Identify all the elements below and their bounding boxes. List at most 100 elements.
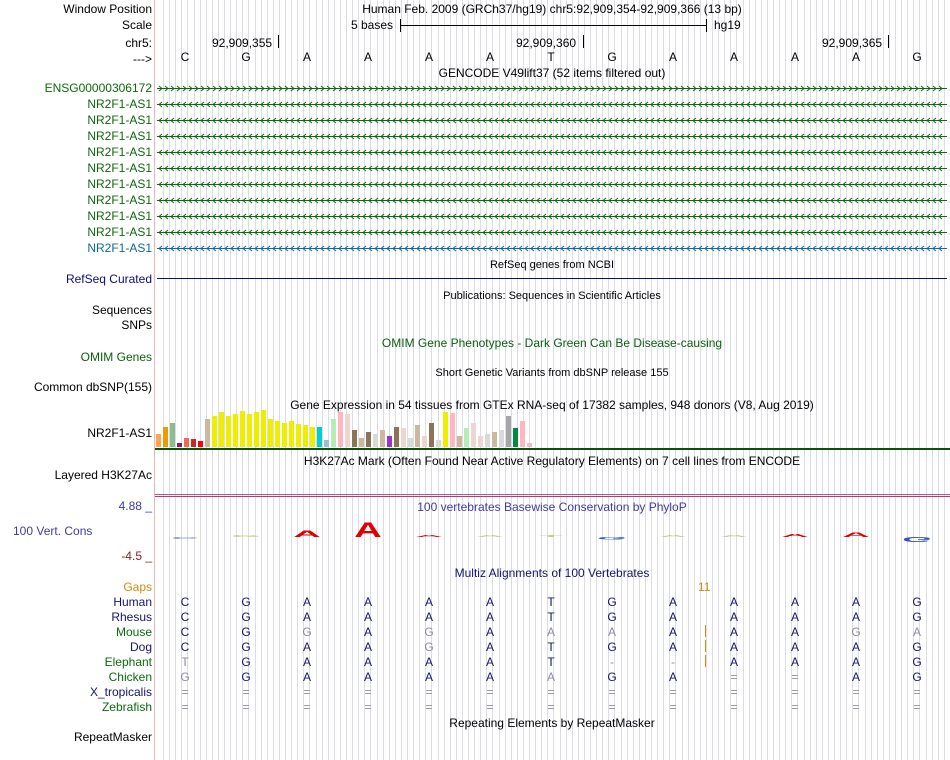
gtex-tissue-bar[interactable] (240, 411, 245, 447)
grid-line (419, 0, 421, 760)
gtex-tissue-bar[interactable] (373, 434, 378, 447)
gtex-tissue-bar[interactable] (338, 412, 343, 447)
multiz-base: A (363, 625, 372, 639)
multiz-base: A (302, 595, 311, 609)
gtex-tissue-bar[interactable] (401, 428, 406, 447)
window-position-text[interactable]: Human Feb. 2009 (GRCh37/hg19) chr5:92,90… (362, 2, 742, 16)
dbsnp-track-label[interactable]: Common dbSNP(155) (33, 380, 152, 394)
gencode-item-label[interactable]: NR2F1-AS1 (87, 193, 152, 207)
phylop-base-letter: A (720, 534, 747, 537)
gtex-tissue-bar[interactable] (310, 427, 315, 447)
gtex-tissue-bar[interactable] (352, 430, 357, 447)
multiz-base: = (791, 670, 799, 684)
gtex-tissue-bar[interactable] (492, 432, 497, 447)
gtex-tissue-bar[interactable] (359, 438, 364, 447)
gtex-tissue-bar[interactable] (317, 427, 322, 447)
gtex-tissue-bar[interactable] (478, 436, 483, 447)
gencode-transcript-line[interactable] (157, 148, 947, 157)
gtex-tissue-bar[interactable] (422, 436, 427, 447)
gtex-tissue-bar[interactable] (506, 416, 511, 447)
gencode-item-label[interactable]: NR2F1-AS1 (87, 225, 152, 239)
gtex-tissue-bar[interactable] (436, 440, 441, 447)
gencode-item-label[interactable]: NR2F1-AS1 (87, 113, 152, 127)
gtex-tissue-bar[interactable] (345, 414, 350, 447)
gtex-tissue-bar[interactable] (205, 419, 210, 447)
gencode-item-label[interactable]: NR2F1-AS1 (87, 209, 152, 223)
gtex-tissue-bar[interactable] (289, 421, 294, 447)
gtex-tissue-bar[interactable] (520, 421, 525, 447)
gtex-tissue-bar[interactable] (429, 423, 434, 447)
publications-label-sequences[interactable]: Sequences (91, 303, 152, 317)
gtex-tissue-bar[interactable] (191, 439, 196, 447)
gtex-tissue-bar[interactable] (261, 410, 266, 447)
phylop-track-label[interactable]: 100 Vert. Cons (13, 524, 93, 538)
gencode-item-label[interactable]: NR2F1-AS1 (87, 161, 152, 175)
gtex-tissue-bar[interactable] (471, 423, 476, 447)
refseq-track-label[interactable]: RefSeq Curated (65, 272, 152, 286)
multiz-base: G (241, 595, 251, 609)
gtex-tissue-bar[interactable] (282, 423, 287, 447)
gencode-transcript-line[interactable] (157, 196, 947, 205)
gtex-tissue-bar[interactable] (415, 425, 420, 447)
gtex-tissue-bar[interactable] (450, 413, 455, 447)
grid-line (596, 0, 598, 760)
gtex-tissue-bar[interactable] (275, 421, 280, 447)
gencode-item-label[interactable]: ENSG00000306172 (44, 81, 152, 95)
gtex-track-label[interactable]: NR2F1-AS1 (87, 426, 152, 440)
gencode-item-label[interactable]: NR2F1-AS1 (87, 129, 152, 143)
gtex-tissue-bar[interactable] (198, 441, 203, 447)
gtex-tissue-bar[interactable] (226, 416, 231, 447)
gtex-tissue-bar[interactable] (303, 425, 308, 447)
multiz-base: = (181, 685, 189, 699)
gencode-item-label[interactable]: NR2F1-AS1 (87, 177, 152, 191)
gtex-tissue-bar[interactable] (247, 414, 252, 447)
gtex-tissue-bar[interactable] (380, 430, 385, 447)
gtex-tissue-bar[interactable] (387, 436, 392, 447)
multiz-base: A (363, 610, 372, 624)
h3k27ac-track-label[interactable]: Layered H3K27Ac (54, 468, 152, 482)
gtex-tissue-bar[interactable] (163, 427, 168, 447)
gtex-tissue-bar[interactable] (499, 430, 504, 447)
gtex-tissue-bar[interactable] (443, 412, 448, 447)
gencode-transcript-line[interactable] (157, 212, 947, 221)
gtex-tissue-bar[interactable] (527, 443, 532, 447)
gencode-transcript-line[interactable] (157, 116, 947, 125)
repeatmasker-track-label[interactable]: RepeatMasker (73, 730, 152, 744)
gtex-tissue-bar[interactable] (268, 419, 273, 447)
gtex-tissue-bar[interactable] (219, 412, 224, 447)
gencode-item-label[interactable]: NR2F1-AS1 (87, 241, 152, 255)
gtex-tissue-bar[interactable] (170, 423, 175, 447)
gtex-tissue-bar[interactable] (331, 419, 336, 447)
multiz-gaps-label: Gaps (123, 580, 152, 594)
publications-label-snps[interactable]: SNPs (121, 318, 152, 332)
gencode-transcript-line[interactable] (157, 132, 947, 141)
gtex-tissue-bar[interactable] (212, 416, 217, 447)
gtex-tissue-bar[interactable] (177, 443, 182, 447)
omim-track-label[interactable]: OMIM Genes (80, 350, 152, 364)
gtex-tissue-bar[interactable] (184, 438, 189, 447)
gencode-transcript-line[interactable] (157, 244, 947, 253)
gtex-tissue-bar[interactable] (324, 440, 329, 447)
gtex-tissue-bar[interactable] (254, 412, 259, 447)
gtex-tissue-bar[interactable] (457, 436, 462, 447)
sequence-base: A (851, 50, 860, 64)
gtex-tissue-bar[interactable] (233, 414, 238, 447)
multiz-base: G (424, 640, 434, 654)
gencode-transcript-line[interactable] (157, 100, 947, 109)
gtex-tissue-bar[interactable] (464, 428, 469, 447)
gtex-tissue-bar[interactable] (156, 434, 161, 447)
gencode-item-label[interactable]: NR2F1-AS1 (87, 145, 152, 159)
gtex-tissue-bar[interactable] (296, 424, 301, 447)
gencode-item-label[interactable]: NR2F1-AS1 (87, 97, 152, 111)
gtex-tissue-bar[interactable] (485, 434, 490, 447)
gtex-tissue-bar[interactable] (394, 427, 399, 447)
gtex-tissue-bar[interactable] (366, 432, 371, 447)
gencode-transcript-line[interactable] (157, 84, 947, 93)
gtex-bar-chart[interactable] (156, 410, 536, 447)
gtex-tissue-bar[interactable] (408, 438, 413, 447)
gencode-transcript-line[interactable] (157, 164, 947, 173)
gencode-transcript-line[interactable] (157, 180, 947, 189)
gencode-transcript-line[interactable] (157, 228, 947, 237)
gtex-tissue-bar[interactable] (513, 428, 518, 447)
